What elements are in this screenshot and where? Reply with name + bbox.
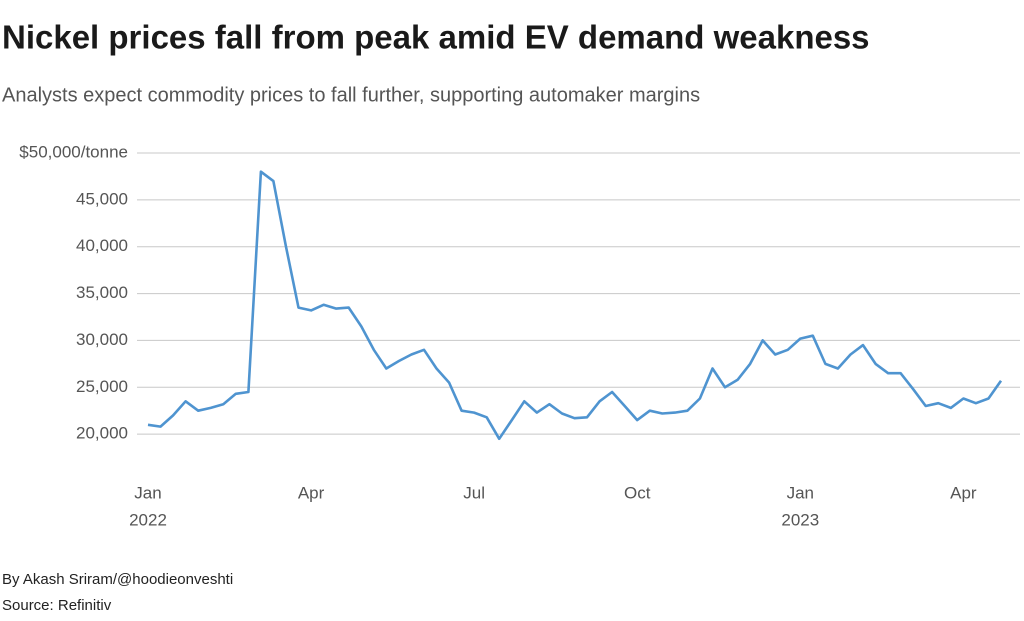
byline: By Akash Sriram/@hoodieonveshti bbox=[2, 571, 233, 588]
x-tick-label: Jan bbox=[134, 483, 161, 502]
x-tick-label: Apr bbox=[298, 483, 325, 502]
y-tick-label: 25,000 bbox=[76, 377, 128, 396]
y-tick-label: 20,000 bbox=[76, 424, 128, 443]
y-tick-label: 30,000 bbox=[76, 330, 128, 349]
chart-subtitle: Analysts expect commodity prices to fall… bbox=[2, 84, 700, 106]
x-tick-sublabel: 2022 bbox=[129, 510, 167, 529]
x-tick-label: Apr bbox=[950, 483, 977, 502]
y-tick-label: 40,000 bbox=[76, 236, 128, 255]
x-tick-label: Oct bbox=[624, 483, 651, 502]
y-tick-label: 45,000 bbox=[76, 189, 128, 208]
x-tick-label: Jan bbox=[787, 483, 814, 502]
x-tick-label: Jul bbox=[463, 483, 485, 502]
x-tick-sublabel: 2023 bbox=[781, 510, 819, 529]
source: Source: Refinitiv bbox=[2, 597, 112, 614]
price-line bbox=[147, 170, 1003, 441]
y-tick-label: $50,000/tonne bbox=[19, 142, 128, 161]
y-tick-label: 35,000 bbox=[76, 283, 128, 302]
chart-title: Nickel prices fall from peak amid EV dem… bbox=[2, 19, 870, 56]
